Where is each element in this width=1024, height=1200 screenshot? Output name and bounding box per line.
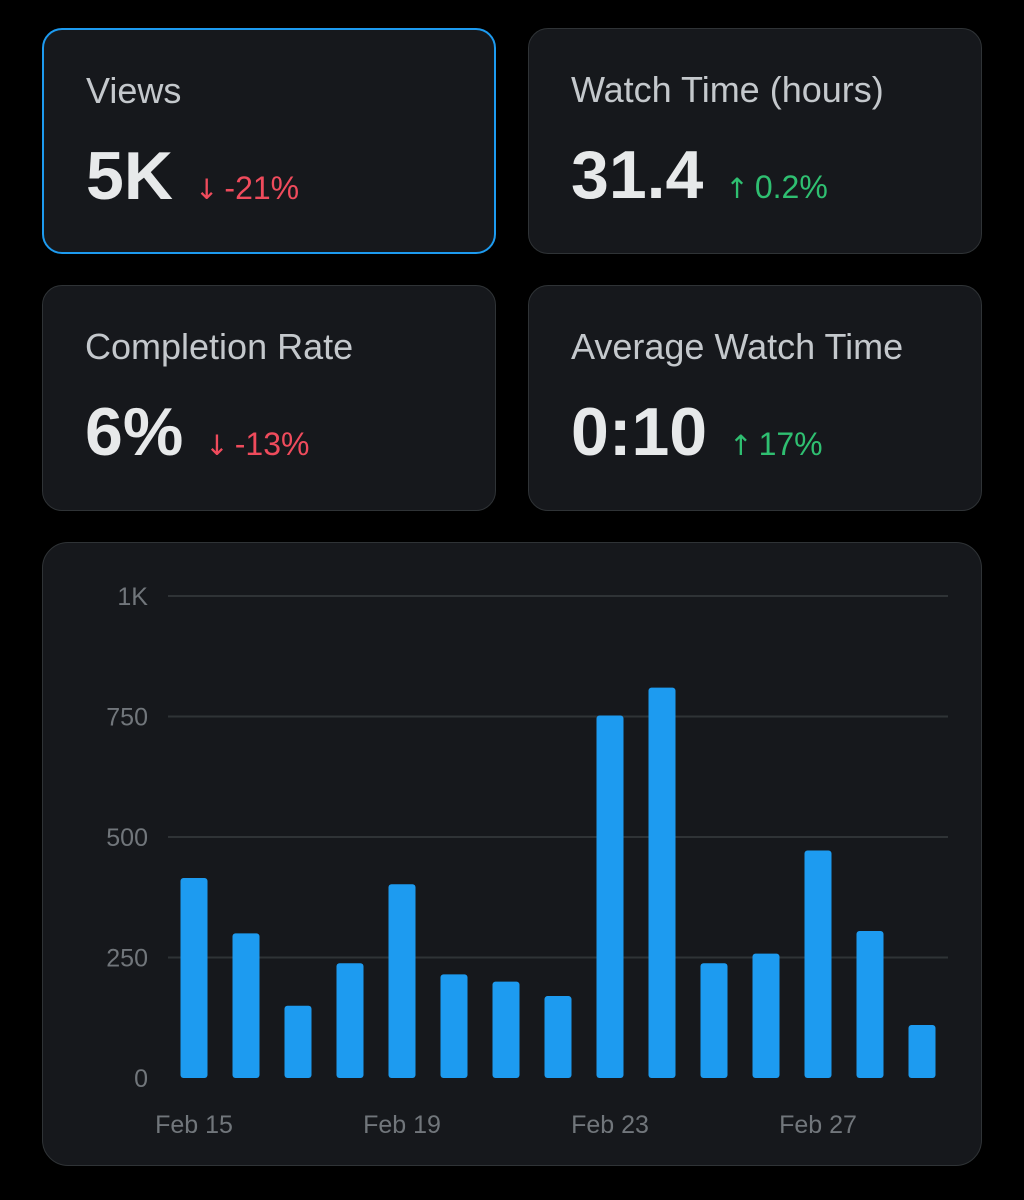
bar-feb-16[interactable] (232, 933, 260, 1078)
metric-value-row: 6% ↓ -13% (85, 398, 309, 466)
bar-feb-27[interactable] (804, 850, 832, 1078)
metric-delta: ↓ -13% (205, 428, 309, 460)
bar-feb-15[interactable] (180, 877, 208, 1078)
x-tick-label: Feb 27 (779, 1111, 857, 1139)
metric-title: Watch Time (hours) (571, 69, 884, 110)
bar-feb-28[interactable] (856, 930, 884, 1078)
bar-feb-24[interactable] (648, 687, 676, 1078)
metric-title: Views (86, 70, 182, 111)
metric-delta-value: 17% (758, 426, 823, 462)
metric-value: 5K (86, 138, 173, 214)
arrow-down-icon: ↓ (205, 429, 229, 462)
bar-feb-20[interactable] (440, 974, 468, 1078)
metric-delta-value: -21% (224, 170, 300, 206)
metric-card-views[interactable]: Views 5K ↓ -21% (42, 28, 496, 254)
x-tick-label: Feb 15 (155, 1111, 233, 1139)
metric-delta-value: -13% (234, 426, 310, 462)
metric-delta: ↑ 17% (729, 428, 823, 460)
x-tick-label: Feb 19 (363, 1111, 441, 1139)
arrow-up-icon: ↑ (725, 172, 749, 205)
metric-card-completion-rate[interactable]: Completion Rate 6% ↓ -13% (42, 285, 496, 511)
metric-delta: ↓ -21% (195, 172, 299, 204)
metric-title: Average Watch Time (571, 326, 904, 367)
arrow-down-icon: ↓ (194, 173, 219, 206)
metric-value: 0:10 (571, 394, 708, 470)
bar-feb-18[interactable] (336, 963, 364, 1078)
y-tick-label: 0 (134, 1065, 148, 1093)
metric-value: 31.4 (571, 137, 704, 213)
metric-value-row: 31.4 ↑ 0.2% (571, 141, 828, 209)
metric-card-watch-time[interactable]: Watch Time (hours) 31.4 ↑ 0.2% (528, 28, 982, 254)
bar-feb-29[interactable] (908, 1024, 936, 1078)
metric-value-row: 0:10 ↑ 17% (571, 398, 823, 466)
bar-feb-19[interactable] (388, 884, 416, 1078)
y-tick-label: 1K (117, 583, 148, 611)
metric-card-average-watch-time[interactable]: Average Watch Time 0:10 ↑ 17% (528, 285, 982, 511)
y-tick-label: 500 (106, 824, 148, 852)
bar-feb-26[interactable] (752, 953, 780, 1078)
y-tick-label: 750 (106, 704, 148, 732)
metric-title: Completion Rate (85, 326, 354, 367)
arrow-up-icon: ↑ (729, 429, 753, 462)
bar-feb-22[interactable] (544, 996, 572, 1078)
metric-delta-value: 0.2% (754, 169, 828, 205)
views-chart-card: 0 250 500 750 1K Feb 15 Feb 19 Feb 23 Feb 27 (42, 542, 982, 1166)
x-tick-label: Feb 23 (571, 1111, 649, 1139)
metric-value: 6% (85, 394, 184, 470)
bar-feb-21[interactable] (492, 981, 520, 1078)
metric-delta: ↑ 0.2% (725, 171, 827, 203)
y-tick-label: 250 (106, 945, 148, 973)
bar-feb-25[interactable] (700, 963, 728, 1078)
views-bar-chart: 0 250 500 750 1K Feb 15 Feb 19 Feb 23 Feb 27 (106, 583, 948, 1139)
metric-value-row: 5K ↓ -21% (86, 142, 299, 210)
bar-feb-17[interactable] (284, 1005, 312, 1078)
bar-feb-23[interactable] (596, 715, 624, 1078)
